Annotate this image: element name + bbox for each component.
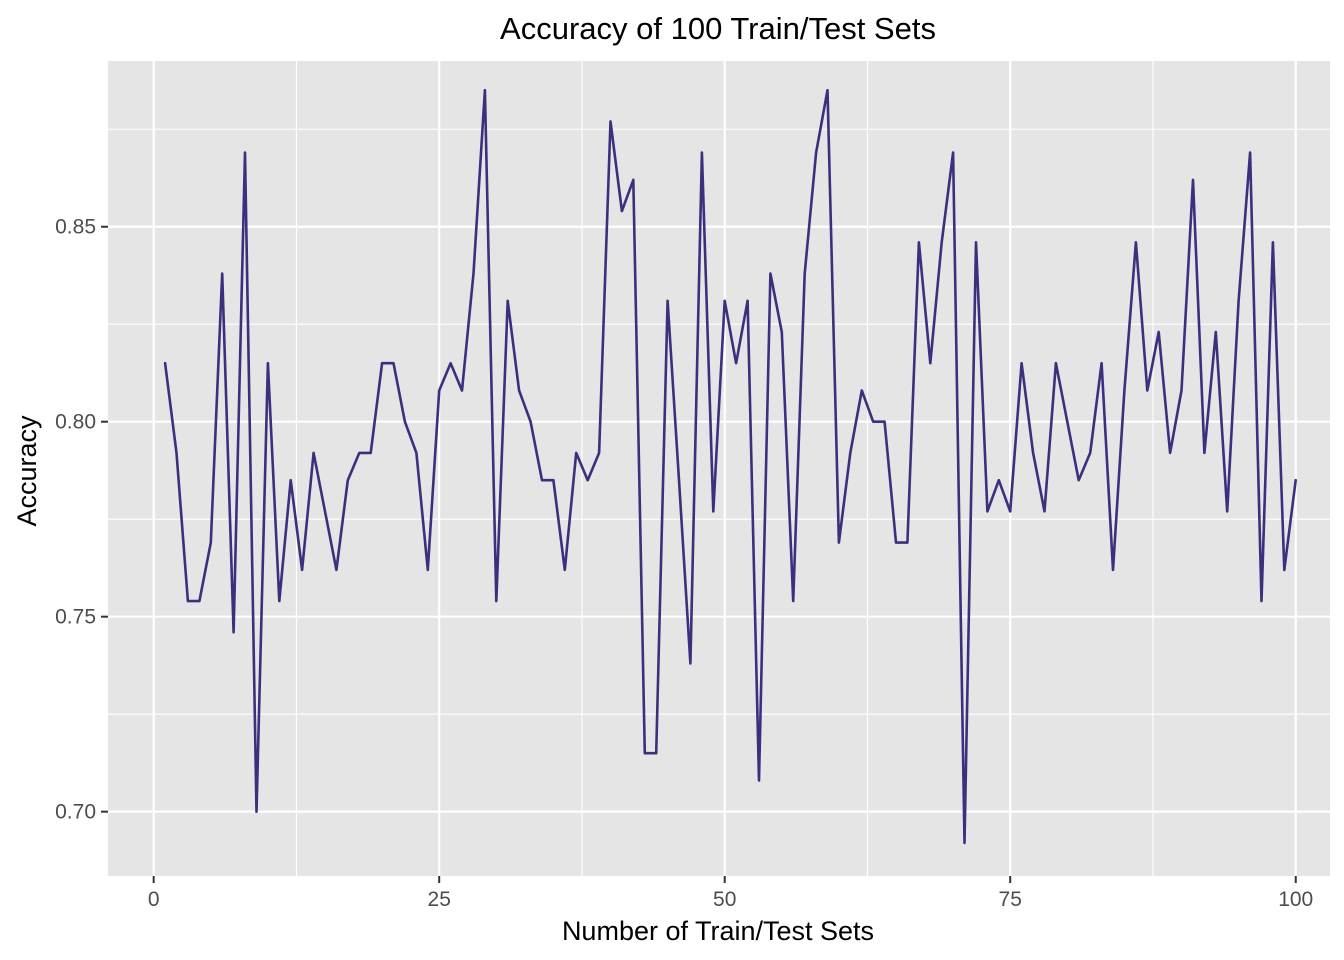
y-tick-label: 0.85 (55, 216, 96, 239)
major-gridlines (108, 61, 1330, 876)
x-tick-label: 25 (428, 888, 451, 911)
y-tick-label: 0.80 (55, 411, 96, 434)
series-layer (163, 88, 1297, 845)
axis-ticks: 0 25 50 75 100 0.70 0.75 0.80 0.85 (55, 216, 1313, 911)
x-tick-label: 0 (148, 888, 160, 911)
x-tick-label: 50 (713, 888, 736, 911)
x-axis-title: Number of Train/Test Sets (562, 916, 874, 946)
y-tick-label: 0.70 (55, 801, 96, 824)
x-tick-label: 100 (1278, 888, 1313, 911)
minor-gridlines (108, 61, 1330, 876)
y-tick-label: 0.75 (55, 606, 96, 629)
y-axis-title: Accuracy (12, 415, 42, 527)
chart-title: Accuracy of 100 Train/Test Sets (500, 11, 936, 46)
plot-panel (108, 61, 1330, 876)
x-tick-label: 75 (999, 888, 1022, 911)
accuracy-series-line (163, 88, 1297, 845)
